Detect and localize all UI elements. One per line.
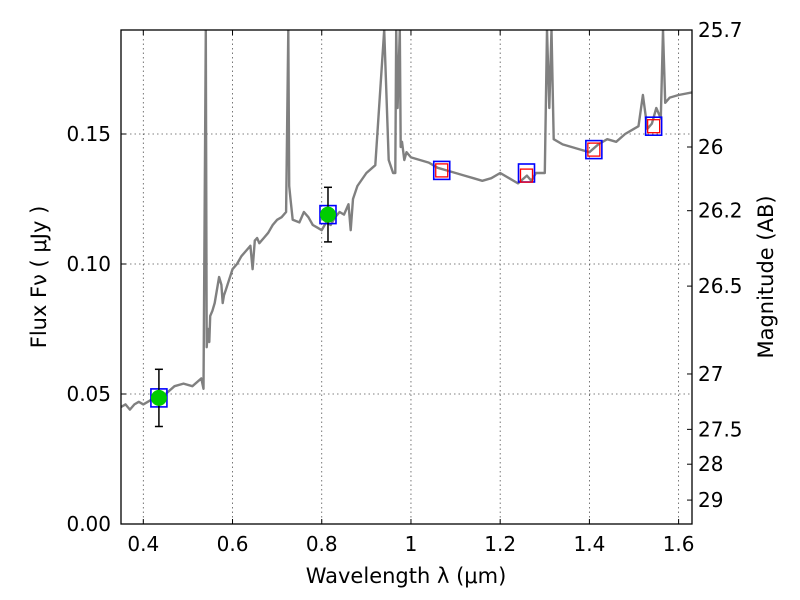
plot-area [121,30,692,428]
right-tick-label: 28 [698,452,723,476]
axis-ticks: 0.4 0.6 0.8 1 1.2 1.4 1.6 0.00 0.05 0.10 0.15 25.7 2… [66,18,742,556]
y-tick-label: 0.00 [66,512,111,536]
y-axis-label: Flux Fν ( μJy ) [27,206,51,349]
x-tick-label: 1.4 [573,532,605,556]
y-tick-label: 0.15 [66,122,111,146]
band-model-marker [432,160,451,181]
model-spectrum-line [121,30,692,411]
right-tick-label: 27 [698,362,723,386]
right-tick-label: 29 [698,488,723,512]
x-tick-label: 0.4 [127,532,159,556]
upper-limit-marker [519,168,534,183]
right-tick-label: 27.5 [698,417,743,441]
right-axis-label: Magnitude (AB) [754,195,778,358]
grid-lines [121,30,692,524]
x-axis-label: Wavelength λ (μm) [306,564,507,588]
x-tick-label: 1.2 [484,532,516,556]
upper-limit-marker [435,163,449,178]
x-tick-label: 1 [405,532,418,556]
x-tick-label: 0.6 [217,532,249,556]
right-tick-label: 26.5 [698,274,743,298]
right-tick-label: 26.2 [698,199,743,223]
band-model-marker [644,116,663,136]
right-tick-label: 25.7 [698,18,743,42]
band-model-marker [585,139,603,160]
upper-limit-marker [587,142,601,157]
x-tick-label: 0.8 [306,532,338,556]
observed-data-point [319,206,336,223]
observed-data-point [150,389,167,406]
y-tick-label: 0.05 [66,382,111,406]
right-tick-label: 26 [698,135,723,159]
upper-limit-marker [646,119,661,134]
x-tick-label: 1.6 [663,532,695,556]
plot-frame [120,29,693,525]
y-tick-label: 0.10 [66,252,111,276]
